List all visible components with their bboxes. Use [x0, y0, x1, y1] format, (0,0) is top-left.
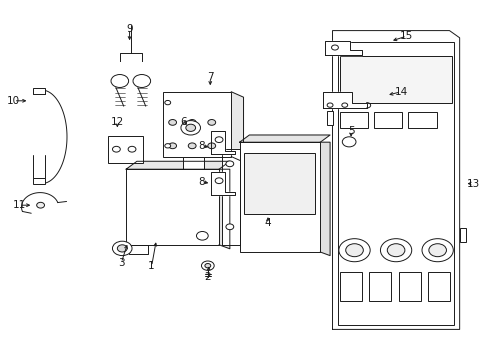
Bar	[326, 111, 332, 125]
Circle shape	[331, 45, 338, 50]
Bar	[338, 42, 453, 325]
Circle shape	[380, 239, 411, 262]
Bar	[107, 136, 142, 163]
Circle shape	[128, 147, 136, 152]
Circle shape	[133, 75, 150, 87]
Bar	[33, 178, 45, 184]
Circle shape	[181, 121, 200, 135]
Circle shape	[225, 161, 233, 167]
Circle shape	[112, 241, 132, 256]
Bar	[126, 169, 219, 245]
Text: 8: 8	[198, 177, 205, 187]
Circle shape	[201, 261, 214, 270]
Circle shape	[342, 137, 355, 147]
Text: 7: 7	[206, 72, 213, 82]
Bar	[163, 92, 231, 157]
Circle shape	[326, 103, 332, 107]
Text: 13: 13	[466, 179, 479, 189]
Circle shape	[112, 147, 120, 152]
Polygon shape	[128, 245, 148, 254]
Text: 10: 10	[7, 96, 20, 106]
Text: 5: 5	[347, 126, 354, 136]
Bar	[339, 56, 451, 103]
Circle shape	[428, 244, 446, 257]
Text: 3: 3	[118, 258, 124, 268]
Circle shape	[168, 143, 176, 149]
Polygon shape	[126, 161, 229, 169]
Circle shape	[188, 143, 196, 149]
Text: 2: 2	[204, 272, 211, 282]
Polygon shape	[332, 31, 459, 329]
Text: 15: 15	[399, 31, 413, 41]
Text: 9: 9	[126, 24, 133, 34]
Circle shape	[215, 137, 223, 143]
Text: 4: 4	[264, 218, 271, 228]
Circle shape	[188, 120, 196, 125]
Circle shape	[421, 239, 452, 262]
Bar	[33, 88, 45, 94]
Bar	[373, 112, 402, 128]
Circle shape	[37, 202, 44, 208]
Circle shape	[386, 244, 404, 257]
Bar	[427, 272, 449, 301]
Polygon shape	[231, 92, 243, 162]
Text: 8: 8	[198, 141, 205, 151]
Circle shape	[164, 144, 170, 148]
Text: 14: 14	[393, 87, 407, 97]
Polygon shape	[320, 142, 329, 256]
Circle shape	[168, 120, 176, 125]
Bar	[339, 112, 367, 128]
Circle shape	[111, 75, 128, 87]
Polygon shape	[211, 131, 234, 154]
Polygon shape	[222, 149, 239, 245]
Circle shape	[207, 120, 215, 125]
Polygon shape	[239, 135, 329, 142]
Text: 1: 1	[148, 261, 155, 271]
Circle shape	[338, 239, 369, 262]
Circle shape	[164, 100, 170, 105]
Circle shape	[207, 143, 215, 149]
Polygon shape	[325, 41, 361, 55]
Circle shape	[225, 224, 233, 230]
Bar	[244, 153, 315, 213]
Circle shape	[345, 244, 363, 257]
Circle shape	[117, 245, 127, 252]
Circle shape	[341, 103, 347, 107]
Text: 6: 6	[180, 117, 186, 127]
Circle shape	[215, 178, 223, 184]
Circle shape	[196, 231, 208, 240]
Circle shape	[204, 264, 210, 268]
Bar	[183, 157, 203, 173]
Circle shape	[185, 124, 195, 131]
Text: 12: 12	[110, 117, 124, 127]
Polygon shape	[219, 169, 229, 249]
Polygon shape	[322, 92, 366, 108]
Bar	[239, 142, 320, 252]
Text: 11: 11	[13, 200, 26, 210]
Polygon shape	[211, 172, 234, 195]
Bar	[459, 228, 465, 242]
Bar	[339, 272, 361, 301]
Bar	[407, 112, 436, 128]
Bar	[398, 272, 420, 301]
Bar	[368, 272, 390, 301]
